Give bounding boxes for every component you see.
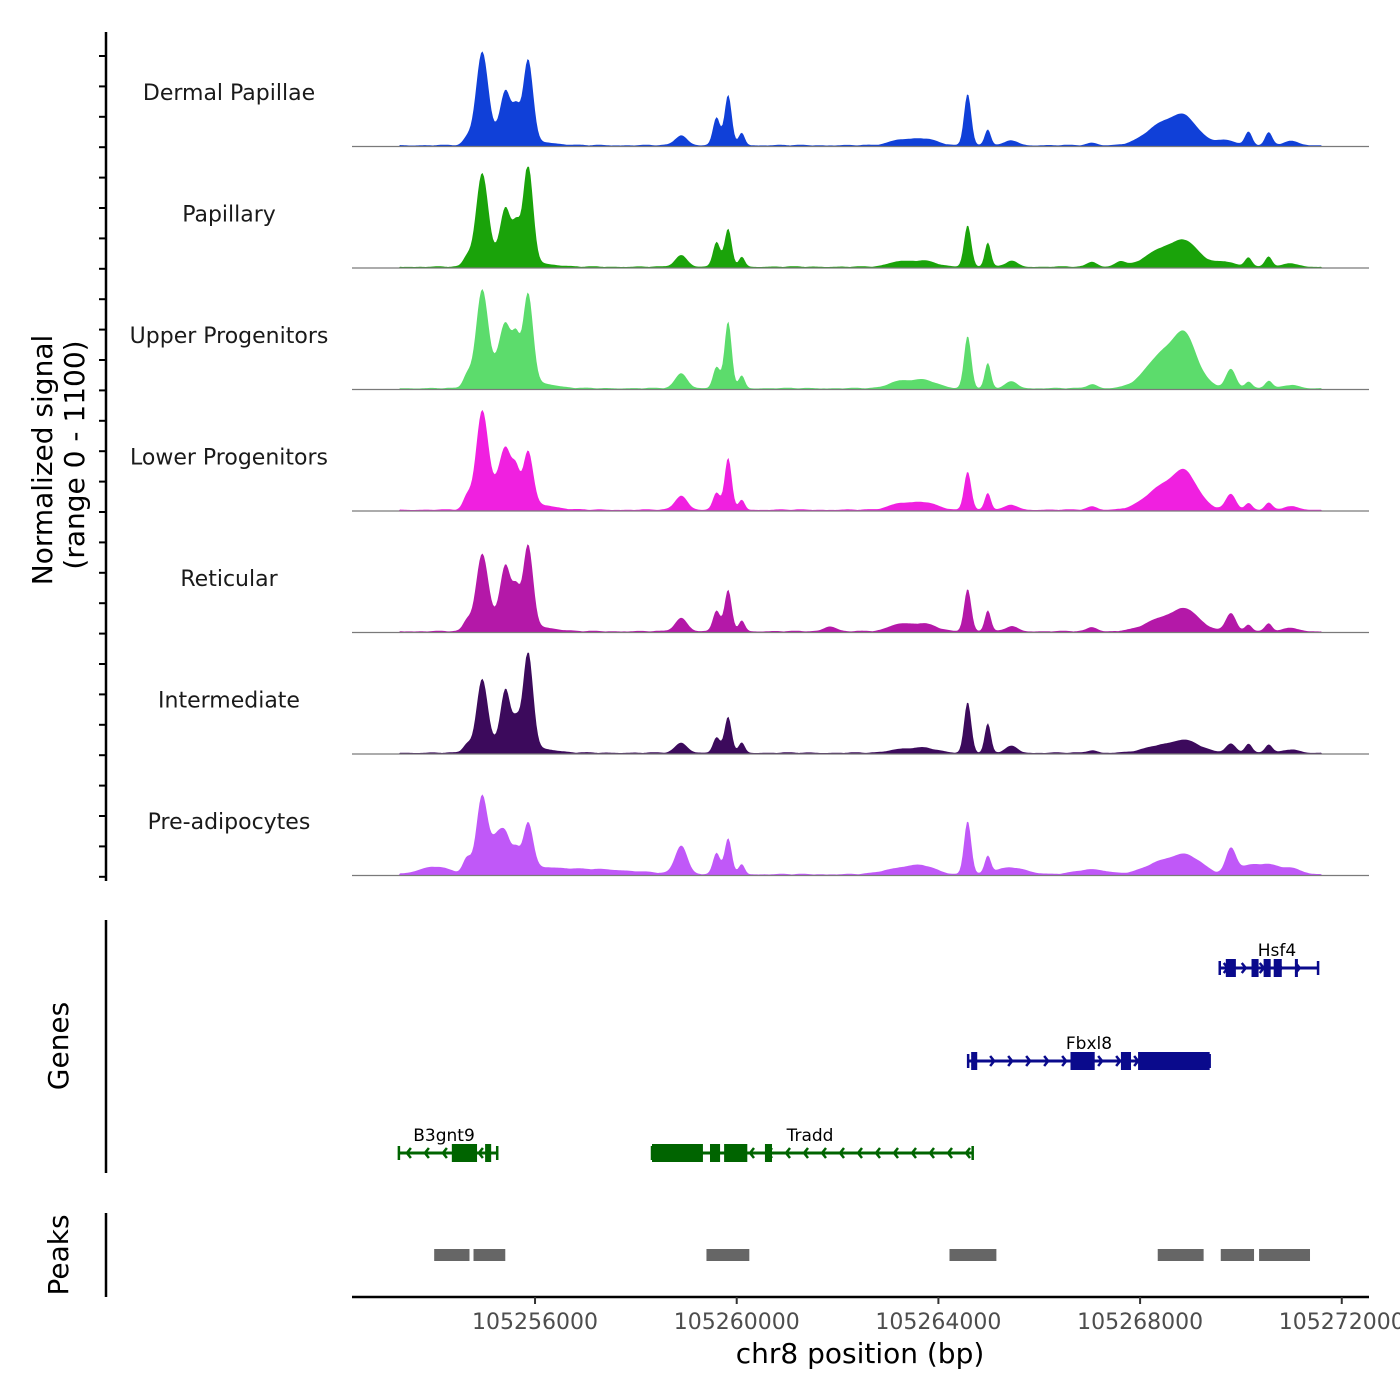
exon <box>652 1144 703 1162</box>
strand-arrow <box>892 1147 899 1159</box>
strand-arrow <box>820 1147 827 1159</box>
x-tick-label: 105256000 <box>472 1310 598 1335</box>
track-label: Upper Progenitors <box>130 324 329 349</box>
strand-arrow <box>910 1147 917 1159</box>
strand-arrow <box>856 1147 863 1159</box>
track-papillary: Papillary <box>182 166 1369 269</box>
track-label: Intermediate <box>158 689 300 714</box>
signal-area <box>352 51 1369 147</box>
x-axis-title: chr8 position (bp) <box>736 1337 985 1370</box>
y-axis-title-line1: Normalized signal <box>26 335 59 586</box>
exon <box>1251 959 1259 977</box>
track-reticular: Reticular <box>180 544 1369 634</box>
x-tick-label: 105264000 <box>875 1310 1001 1335</box>
strand-arrow <box>1115 1055 1122 1067</box>
peak-region <box>1220 1249 1255 1261</box>
exon <box>1294 959 1298 977</box>
x-tick-label: 105260000 <box>674 1310 800 1335</box>
strand-arrow <box>928 1147 935 1159</box>
peaks-panel-title: Peaks <box>42 1214 75 1295</box>
x-tick-label: 105268000 <box>1077 1310 1203 1335</box>
gene-b3gnt9: B3gnt9 <box>397 1126 499 1162</box>
exon <box>1225 959 1236 977</box>
signal-area <box>352 409 1369 511</box>
strand-arrow <box>441 1147 448 1159</box>
exon <box>485 1144 492 1162</box>
track-label: Papillary <box>182 203 276 228</box>
signal-area <box>352 289 1369 390</box>
strand-arrow <box>1025 1055 1032 1067</box>
gene-label: Hsf4 <box>1258 941 1296 961</box>
x-axis-ticks: 105256000 105260000 105264000 105268000 1052… <box>472 1297 1400 1335</box>
exon <box>764 1144 773 1162</box>
signal-area <box>352 652 1369 754</box>
peak-region <box>1259 1249 1311 1261</box>
strand-arrow <box>405 1147 412 1159</box>
peak-regions <box>434 1249 1311 1261</box>
exon <box>1138 1052 1210 1070</box>
exon <box>971 1052 978 1070</box>
exon <box>1263 959 1271 977</box>
gene-hsf4: Hsf4 <box>1218 941 1320 977</box>
gene-tradd: Tradd <box>650 1126 974 1162</box>
strand-arrow <box>946 1147 953 1159</box>
exon <box>1070 1052 1095 1070</box>
strand-arrow <box>1097 1055 1104 1067</box>
track-dermal-papillae: Dermal Papillae <box>143 51 1369 148</box>
track-label: Dermal Papillae <box>143 81 315 106</box>
strand-arrow <box>423 1147 430 1159</box>
genes-panel-title: Genes <box>42 1002 75 1090</box>
strand-arrow <box>964 1147 971 1159</box>
peak-region <box>706 1249 750 1261</box>
strand-arrow <box>1043 1055 1050 1067</box>
strand-arrow <box>784 1147 791 1159</box>
peak-region <box>434 1249 470 1261</box>
exon <box>724 1144 748 1162</box>
signal-area <box>352 794 1369 876</box>
track-label: Reticular <box>180 567 278 592</box>
gene-fbxl8: Fbxl8 <box>966 1034 1211 1070</box>
gene-annotations: Hsf4 Fbxl8 B3gnt9 Tradd <box>397 941 1320 1162</box>
gene-label: B3gnt9 <box>413 1126 475 1146</box>
strand-arrow <box>748 1147 755 1159</box>
track-label: Pre-adipocytes <box>148 810 311 835</box>
track-upper-progenitors: Upper Progenitors <box>130 289 1369 391</box>
exon <box>451 1144 478 1162</box>
signal-area <box>352 166 1369 268</box>
strand-arrow <box>838 1147 845 1159</box>
exon <box>1120 1052 1132 1070</box>
gene-label: Tradd <box>786 1126 834 1146</box>
strand-arrow <box>989 1055 996 1067</box>
strand-arrow <box>477 1147 484 1159</box>
strand-arrow <box>1061 1055 1068 1067</box>
y-axis-title-line2: (range 0 - 1100) <box>58 340 91 569</box>
track-label: Lower Progenitors <box>130 446 328 471</box>
signal-area <box>352 544 1369 633</box>
strand-arrow <box>802 1147 809 1159</box>
peak-region <box>1157 1249 1204 1261</box>
peak-region <box>473 1249 506 1261</box>
gene-label: Fbxl8 <box>1066 1034 1112 1054</box>
track-lower-progenitors: Lower Progenitors <box>130 409 1369 512</box>
coverage-tracks: Dermal Papillae Papillary Upper Progenitor… <box>130 51 1369 877</box>
exon <box>1273 959 1282 977</box>
exon <box>709 1144 721 1162</box>
track-pre-adipocytes: Pre-adipocytes <box>148 794 1369 877</box>
peak-region <box>949 1249 997 1261</box>
strand-arrow <box>1240 962 1248 974</box>
coverage-y-axis-ticks <box>99 55 106 878</box>
strand-arrow <box>1007 1055 1014 1067</box>
x-tick-label: 105272000 <box>1279 1310 1400 1335</box>
strand-arrow <box>874 1147 881 1159</box>
track-intermediate: Intermediate <box>158 652 1369 755</box>
